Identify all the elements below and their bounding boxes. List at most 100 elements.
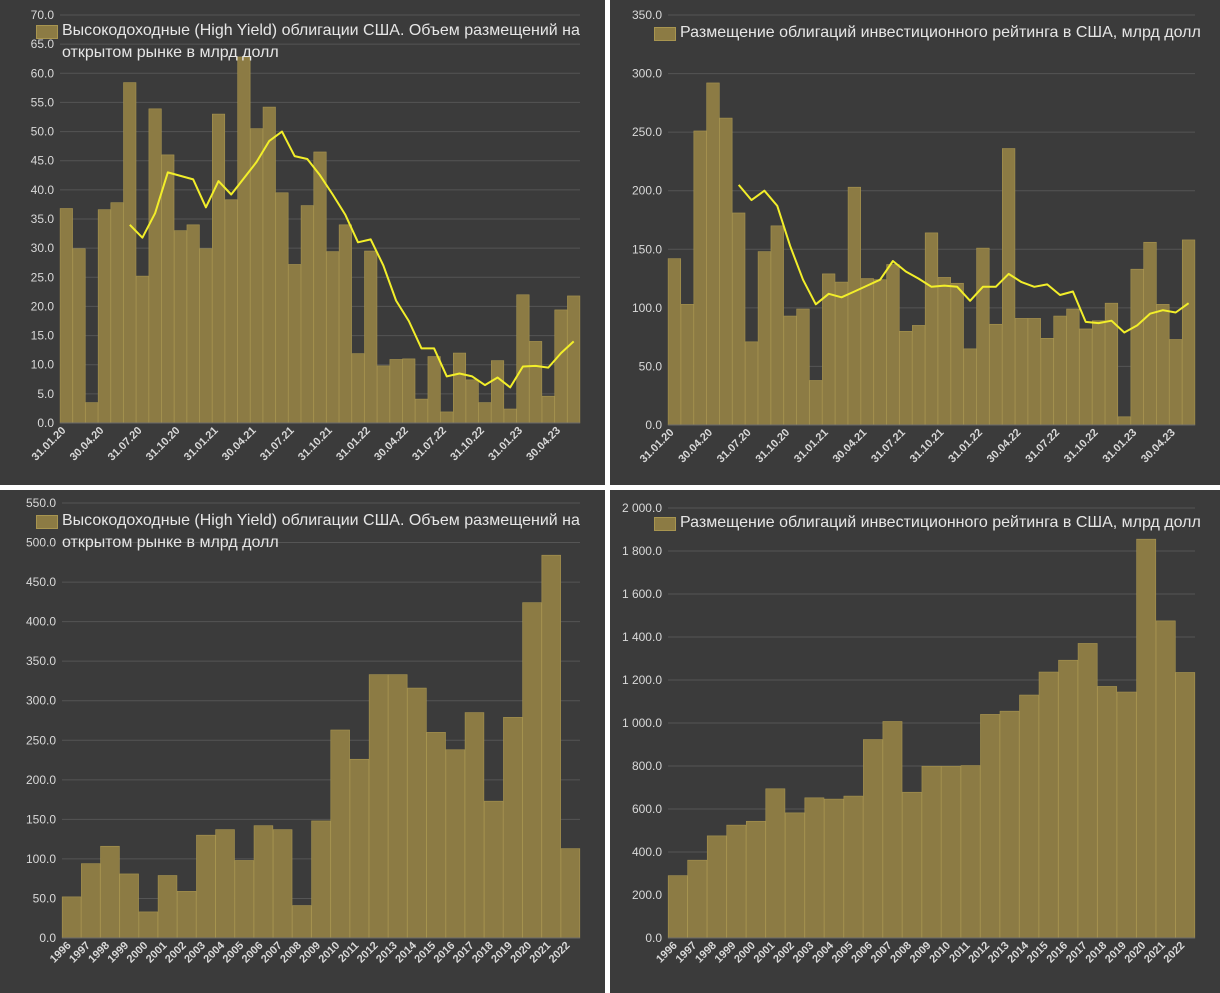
bar-1999 <box>726 824 747 939</box>
bar-31.08.21 <box>300 205 314 424</box>
x-tick-label: 2020 <box>1123 940 1149 966</box>
bar-2015 <box>1038 671 1059 939</box>
bar-31.03.20 <box>693 130 707 426</box>
x-tick-label: 31.10.20 <box>753 427 792 466</box>
bar-2013 <box>388 674 408 939</box>
x-tick-label: 31.10.22 <box>1062 427 1101 466</box>
x-tick-label: 2001 <box>752 940 778 966</box>
bar-28.02.23 <box>529 341 543 424</box>
x-tick-label: 2009 <box>908 940 934 966</box>
bar-28.02.22 <box>376 365 390 424</box>
y-tick-label: 30.0 <box>31 241 55 255</box>
x-tick-label: 2007 <box>869 940 895 966</box>
bar-2020 <box>522 602 542 939</box>
x-tick-label: 2016 <box>432 940 458 966</box>
x-tick-label: 31.10.22 <box>448 425 487 464</box>
bar-31.10.21 <box>937 277 951 426</box>
x-tick-label: 2013 <box>986 940 1012 966</box>
bar-2007 <box>272 829 293 939</box>
bar-31.01.20 <box>667 258 682 426</box>
y-tick-label: 350.0 <box>26 654 56 668</box>
bar-31.03.23 <box>541 395 555 424</box>
y-tick-label: 150.0 <box>632 242 662 256</box>
x-tick-label: 31.07.20 <box>715 427 754 466</box>
legend-swatch-icon <box>36 515 58 529</box>
x-tick-label: 1998 <box>693 940 719 966</box>
bar-2008 <box>902 791 922 939</box>
x-tick-label: 2006 <box>849 940 875 966</box>
legend-label: Высокодоходные (High Yield) облигации СШ… <box>62 512 580 551</box>
x-tick-label: 31.07.22 <box>1023 427 1062 466</box>
x-tick-label: 2022 <box>547 940 573 966</box>
bar-2007 <box>882 721 903 939</box>
x-tick-label: 31.01.23 <box>486 425 525 464</box>
bar-31.05.21 <box>262 106 276 424</box>
x-tick-label: 30.04.21 <box>220 425 259 464</box>
x-tick-label: 31.01.20 <box>30 425 69 464</box>
x-tick-label: 2014 <box>1005 939 1031 965</box>
moving-average-line <box>737 184 1190 334</box>
bar-30.11.20 <box>186 224 200 424</box>
bar-2016 <box>1058 659 1078 939</box>
bar-2020 <box>1136 538 1157 939</box>
bar-2017 <box>1077 643 1098 939</box>
x-tick-label: 30.04.23 <box>524 425 563 464</box>
bar-30.09.20 <box>770 225 784 426</box>
bar-30.06.21 <box>275 192 289 424</box>
x-tick-label: 2020 <box>508 940 534 966</box>
x-tick-label: 30.04.22 <box>372 425 411 464</box>
x-tick-label: 2017 <box>1064 940 1090 966</box>
bar-30.09.21 <box>924 232 939 426</box>
y-tick-label: 0.0 <box>645 931 662 945</box>
y-tick-label: 5.0 <box>37 387 54 401</box>
x-tick-label: 1999 <box>105 940 131 966</box>
bar-31.03.22 <box>389 359 403 424</box>
legend-label: Размещение облигаций инвестиционного рей… <box>680 24 1201 41</box>
y-tick-label: 20.0 <box>31 299 55 313</box>
bar-2001 <box>765 788 786 939</box>
x-tick-label: 2022 <box>1162 940 1188 966</box>
y-tick-label: 1 600.0 <box>622 587 662 601</box>
y-tick-label: 50.0 <box>33 891 57 905</box>
bar-2011 <box>349 758 370 939</box>
bar-31.12.22 <box>1117 416 1131 426</box>
bar-1997 <box>81 863 101 939</box>
bar-2004 <box>215 829 235 939</box>
bar-31.10.22 <box>1091 320 1106 426</box>
y-tick-label: 0.0 <box>37 416 54 430</box>
y-tick-label: 600.0 <box>632 802 662 816</box>
bar-2008 <box>292 905 312 939</box>
bar-31.05.21 <box>873 279 887 426</box>
x-tick-label: 2016 <box>1044 940 1070 966</box>
y-tick-label: 10.0 <box>31 358 55 372</box>
bar-29.02.20 <box>72 248 86 424</box>
bar-30.04.22 <box>1014 318 1029 426</box>
y-tick-label: 550.0 <box>26 496 56 510</box>
bar-2006 <box>863 739 883 939</box>
bar-2006 <box>253 825 274 939</box>
bar-30.06.20 <box>732 212 746 426</box>
bar-31.01.21 <box>212 113 226 424</box>
x-tick-label: 30.04.20 <box>68 425 107 464</box>
legend: Размещение облигаций инвестиционного рей… <box>654 22 1220 44</box>
y-tick-label: 2 000.0 <box>622 501 662 515</box>
bar-31.03.21 <box>237 56 251 424</box>
x-tick-label: 31.10.21 <box>908 427 947 466</box>
bar-30.04.21 <box>860 278 874 426</box>
x-tick-label: 2021 <box>528 940 554 966</box>
x-tick-label: 31.01.20 <box>638 427 677 466</box>
bar-2003 <box>804 797 825 939</box>
x-tick-label: 2012 <box>355 940 381 966</box>
x-tick-label: 2001 <box>144 940 170 966</box>
y-tick-label: 300.0 <box>26 694 56 708</box>
bar-31.10.20 <box>173 230 188 424</box>
bar-1997 <box>687 859 708 939</box>
bar-2005 <box>843 795 864 939</box>
bar-30.09.21 <box>313 151 327 424</box>
chart-panel-high-yield-annual: 0.0 50.0 100.0 150.0 200.0 250.0 300.0 350.0 400… <box>0 490 605 993</box>
y-tick-label: 200.0 <box>632 184 662 198</box>
bar-31.08.20 <box>148 108 162 424</box>
y-tick-label: 500.0 <box>26 536 56 550</box>
x-tick-label: 31.07.21 <box>869 427 908 466</box>
y-tick-label: 45.0 <box>31 154 55 168</box>
